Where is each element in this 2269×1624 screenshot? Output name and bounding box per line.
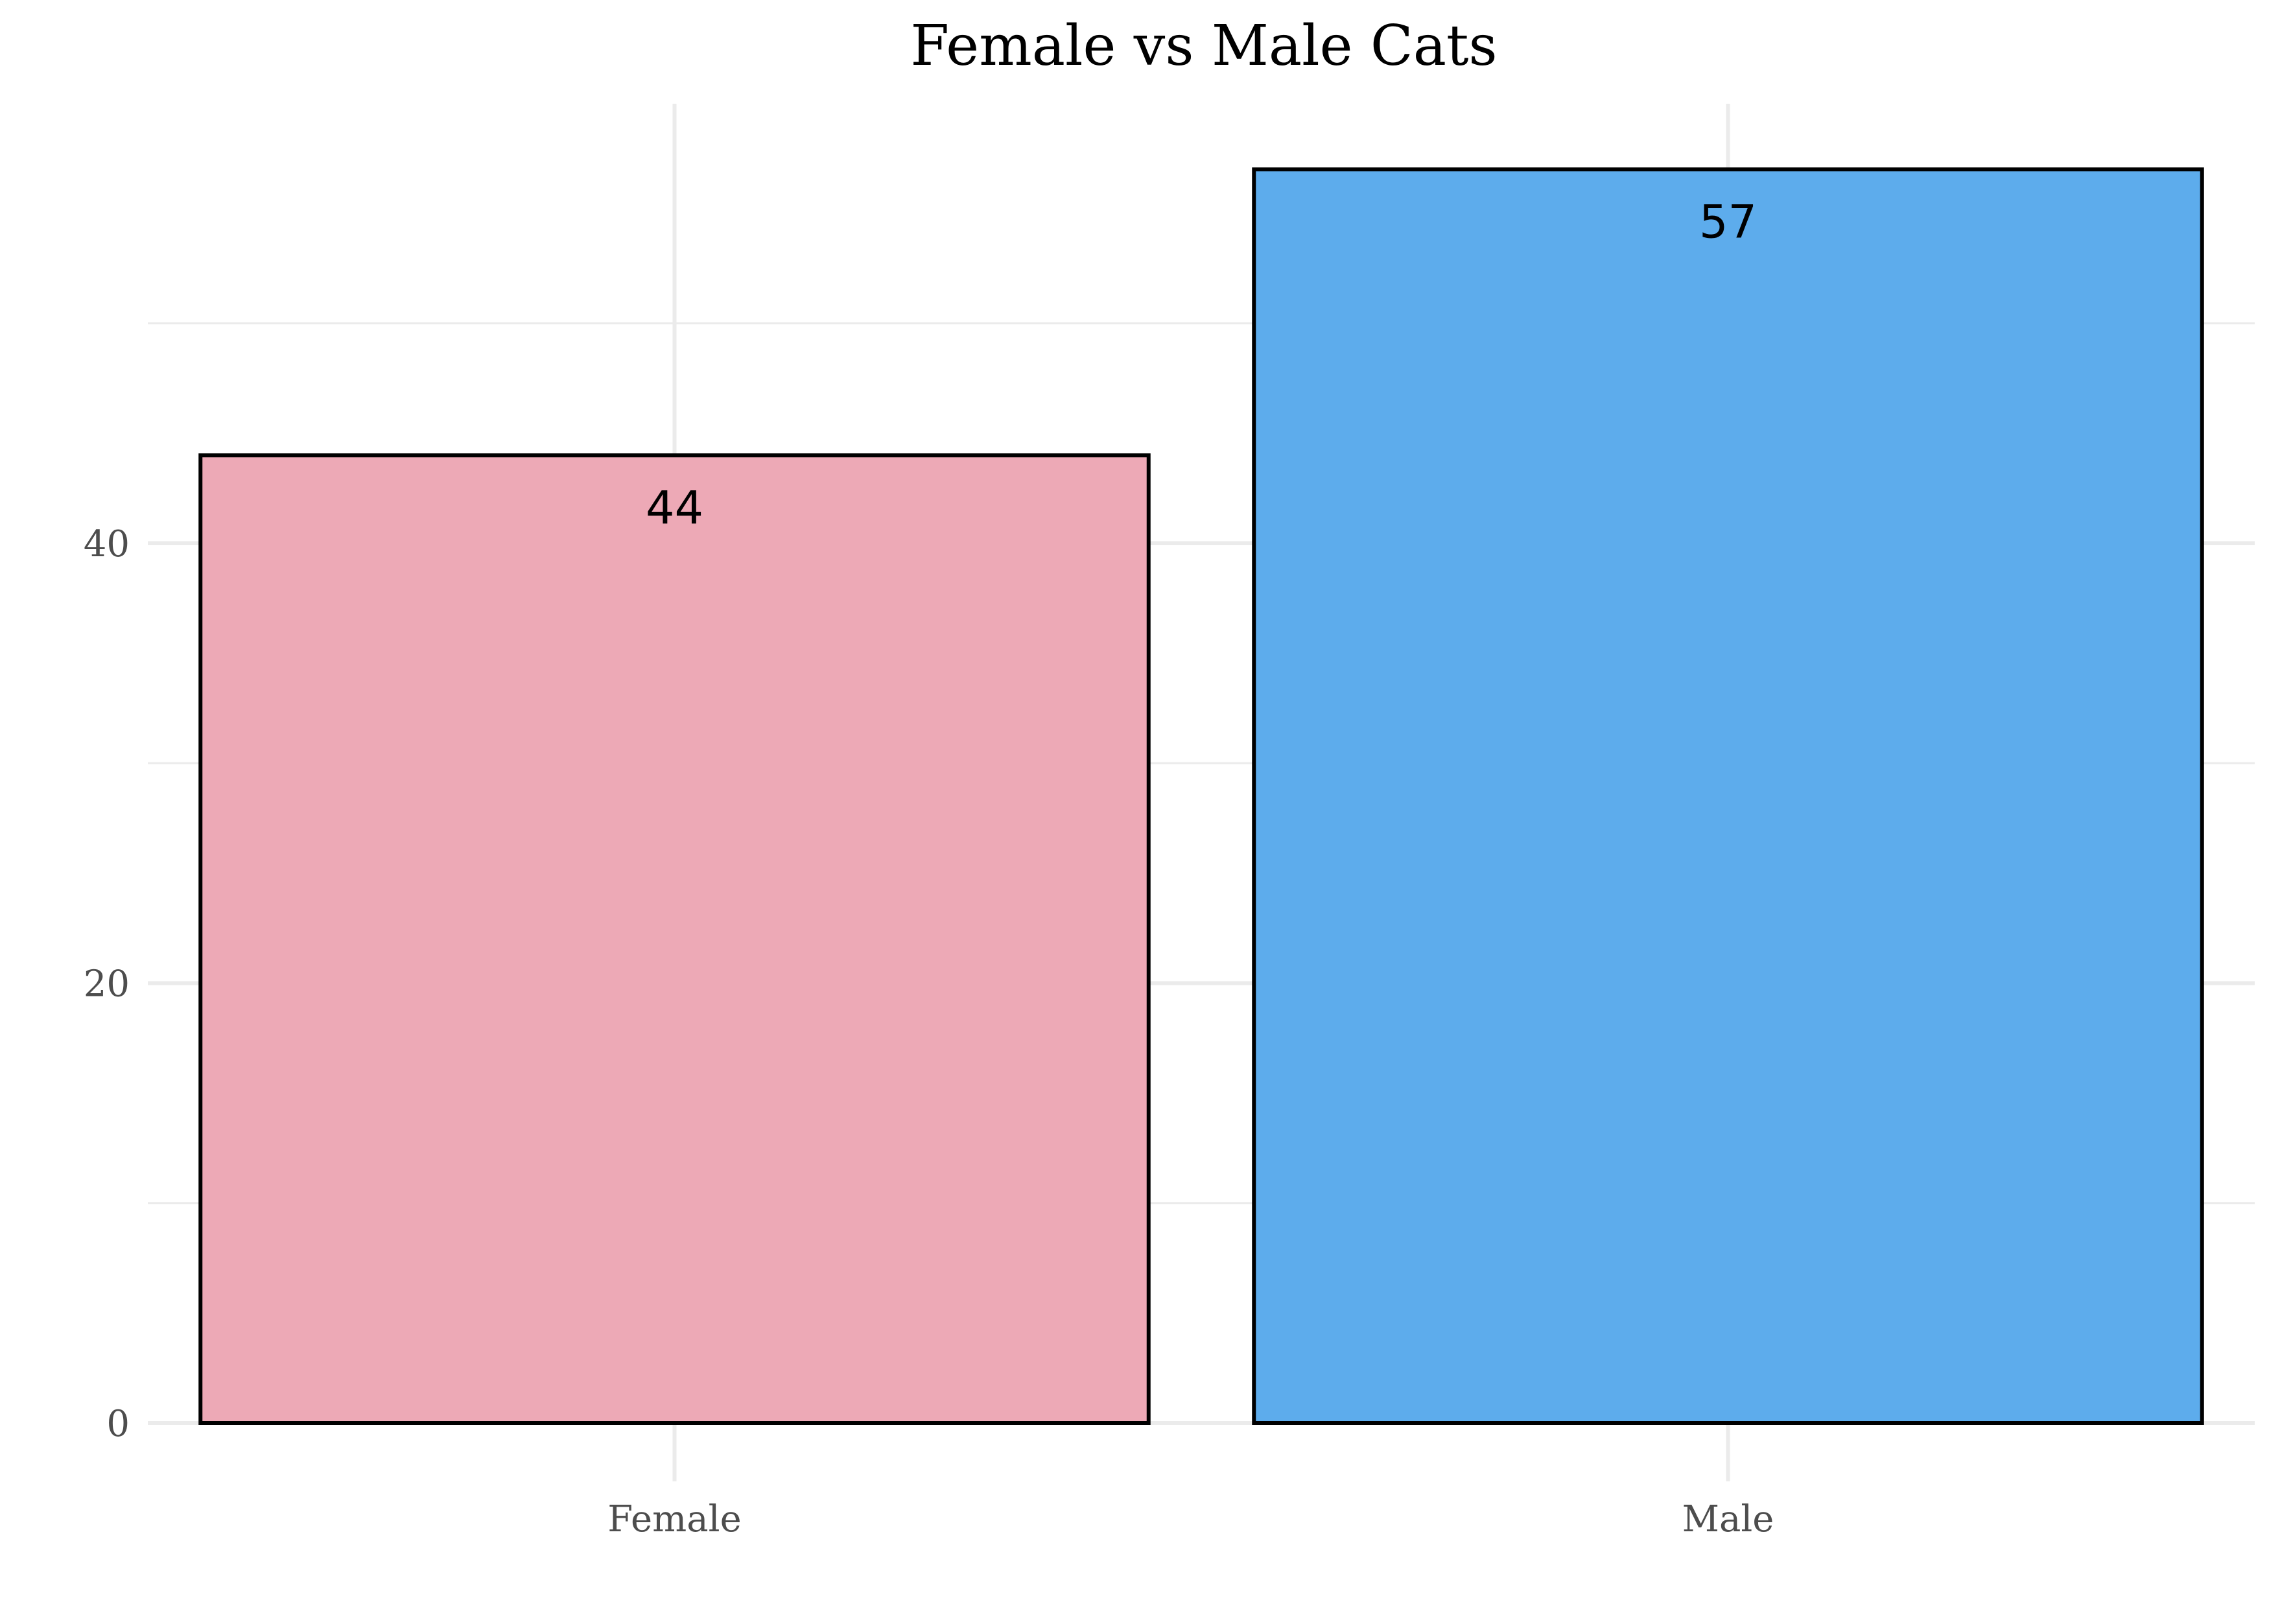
- bar-value-label: 57: [1699, 195, 1757, 248]
- y-tick-label: 40: [84, 523, 130, 565]
- chart-title: Female vs Male Cats: [910, 14, 1497, 78]
- x-tick-label: Male: [1682, 1498, 1774, 1540]
- x-axis-tick-labels: Female Male: [607, 1498, 1774, 1540]
- bar-value-labels: 44 57: [646, 195, 1757, 534]
- y-tick-label: 0: [106, 1403, 130, 1445]
- bar-value-label: 44: [646, 481, 703, 534]
- bar-series: [198, 167, 2204, 1425]
- y-axis-tick-labels: 0 20 40: [84, 523, 130, 1445]
- y-tick-label: 20: [84, 963, 130, 1006]
- x-tick-label: Female: [607, 1498, 741, 1540]
- bar-female: [198, 453, 1151, 1425]
- bar-male: [1252, 167, 2204, 1425]
